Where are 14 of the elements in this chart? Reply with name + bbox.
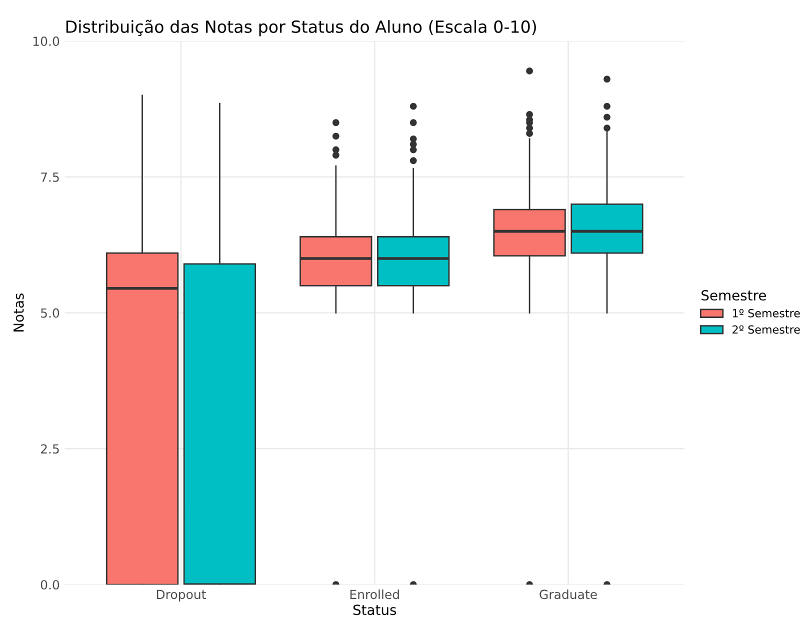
x-tick-label: Enrolled	[350, 589, 399, 600]
y-axis-title: Notas	[14, 293, 24, 332]
y-tick-label: 0.0	[40, 580, 60, 590]
x-axis-title: Status	[353, 604, 396, 616]
legend-title: Semestre	[702, 290, 766, 301]
legend-label: 1º Semestre	[732, 309, 800, 318]
x-tick-label: Dropout	[156, 590, 206, 602]
y-tick-label: 10.0	[33, 36, 60, 46]
y-tick-label: 5.0	[41, 308, 60, 318]
chart-title: Distribuição das Notas por Status do Aluno (Escala 0-10)	[66, 20, 536, 36]
y-tick-label: 7.5	[41, 172, 59, 182]
x-tick-label: Graduate	[540, 589, 597, 600]
y-tick-label: 2.5	[40, 444, 59, 454]
legend-label: 2º Semestre	[732, 325, 800, 334]
